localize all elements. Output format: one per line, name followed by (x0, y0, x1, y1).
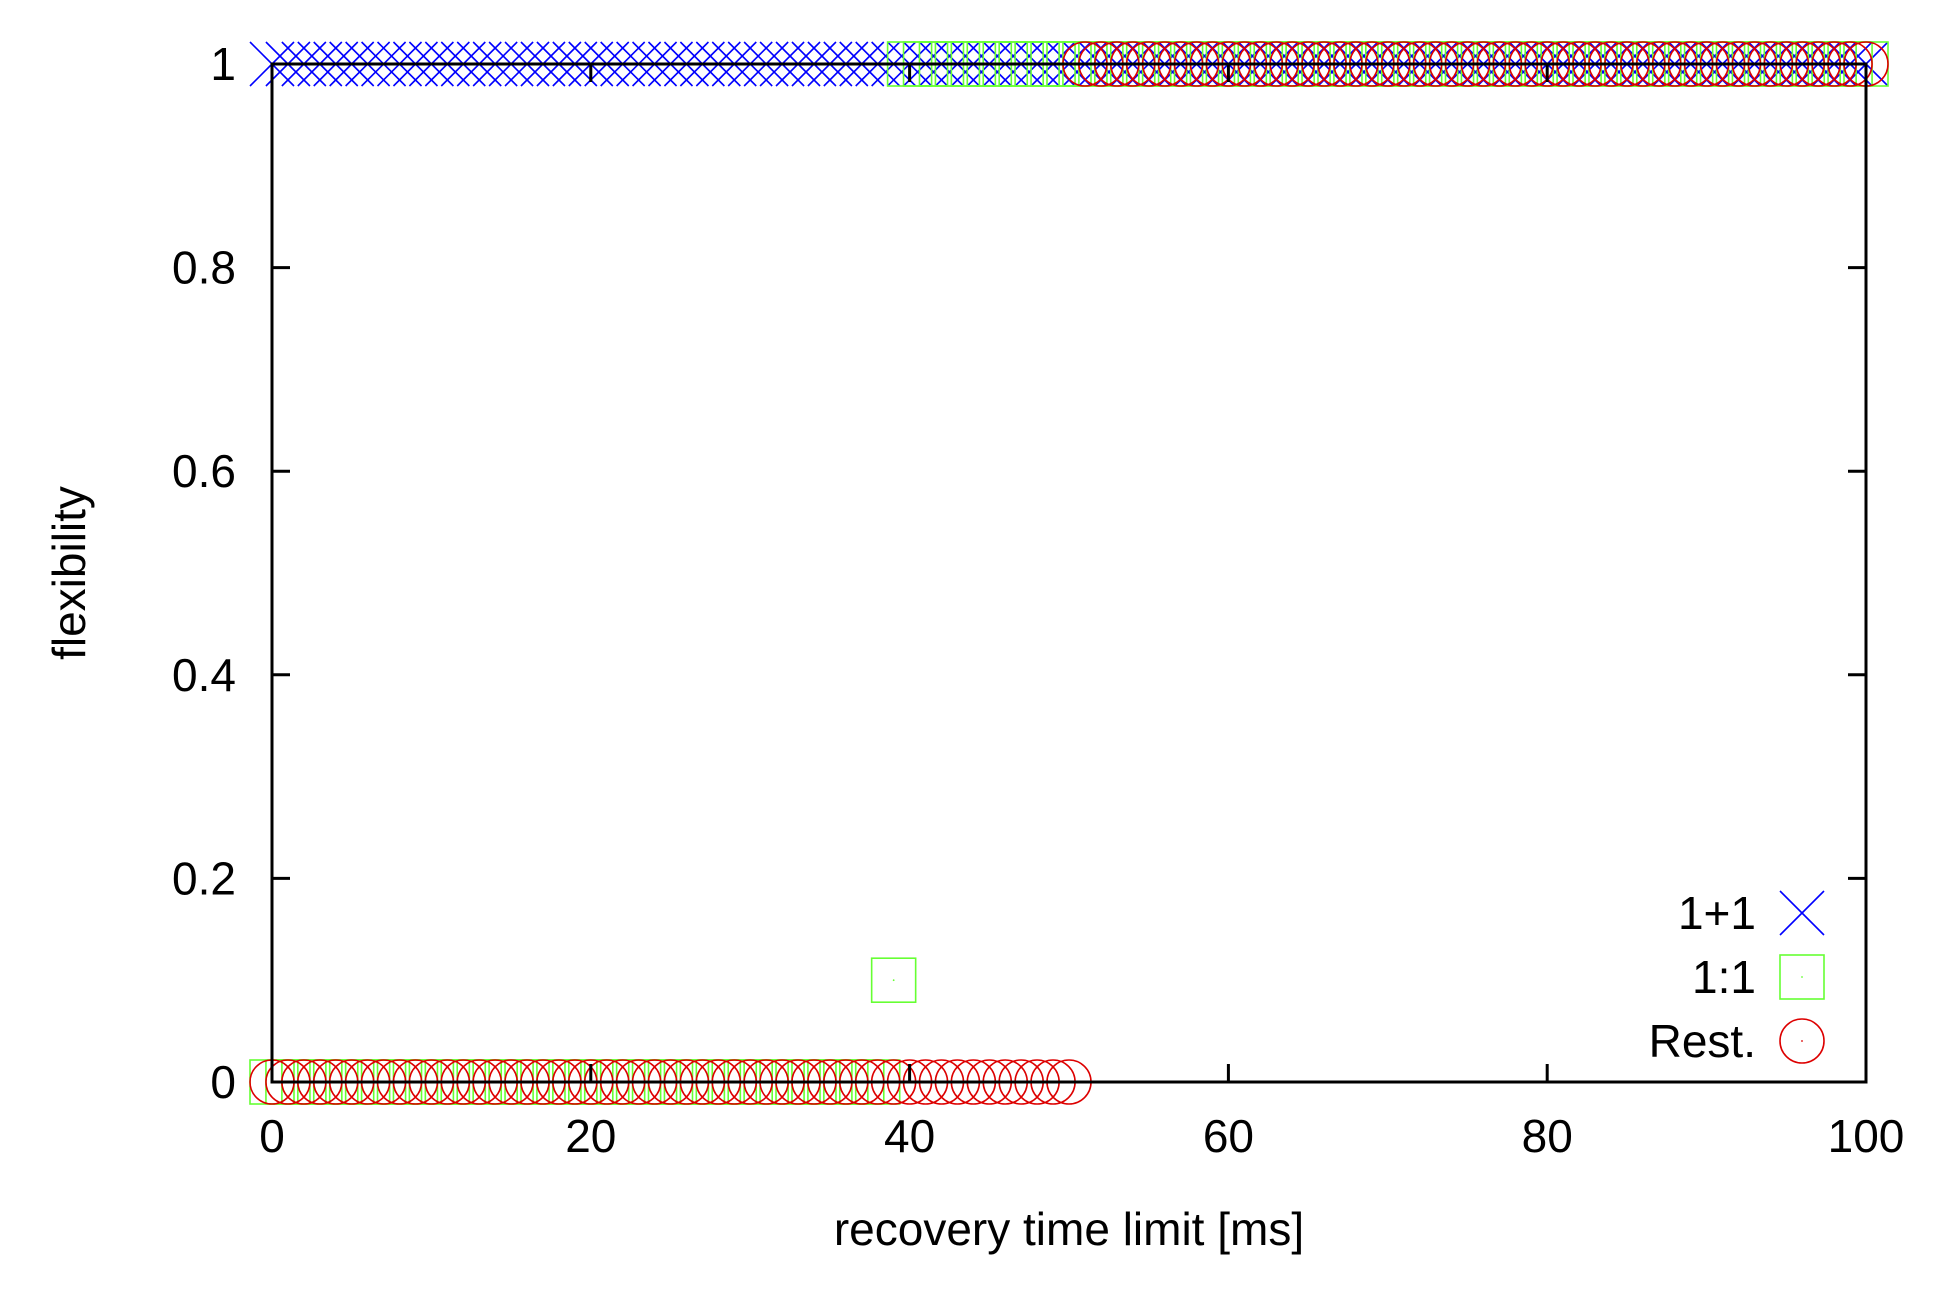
y-tick-label: 0 (210, 1056, 236, 1108)
legend-entry: Rest. (1649, 1015, 1825, 1067)
plot-frame (270, 62, 1868, 1084)
y-tick-label: 0.6 (172, 445, 236, 497)
legend-marker (1779, 890, 1825, 936)
y-tick-label: 1 (210, 38, 236, 90)
x-axis-label: recovery time limit [ms] (834, 1203, 1304, 1255)
x-tick-label: 40 (884, 1110, 935, 1162)
y-tick-label: 0.4 (172, 649, 236, 701)
x-tick-label: 60 (1203, 1110, 1254, 1162)
legend-label: Rest. (1649, 1015, 1756, 1067)
x-tick-label: 80 (1522, 1110, 1573, 1162)
legend-marker (1779, 1018, 1825, 1064)
x-tick-label: 20 (565, 1110, 616, 1162)
legend-label: 1:1 (1692, 951, 1756, 1003)
y-axis-label: flexibility (43, 486, 95, 660)
legend-entry: 1+1 (1678, 887, 1825, 939)
axis-ticks: 0 20 40 60 80 100 0 0.2 0.4 0.6 0.8 1 (172, 38, 1904, 1162)
y-tick-label: 0.8 (172, 242, 236, 294)
legend-marker (1779, 954, 1825, 1000)
y-tick-label: 0.2 (172, 852, 236, 904)
x-tick-label: 100 (1828, 1110, 1905, 1162)
legend-entry: 1:1 (1692, 951, 1825, 1003)
data-point (870, 957, 917, 1004)
legend: 1+1 1:1 Rest. (1649, 887, 1825, 1067)
x-tick-label: 0 (259, 1110, 285, 1162)
legend-label: 1+1 (1678, 887, 1756, 939)
